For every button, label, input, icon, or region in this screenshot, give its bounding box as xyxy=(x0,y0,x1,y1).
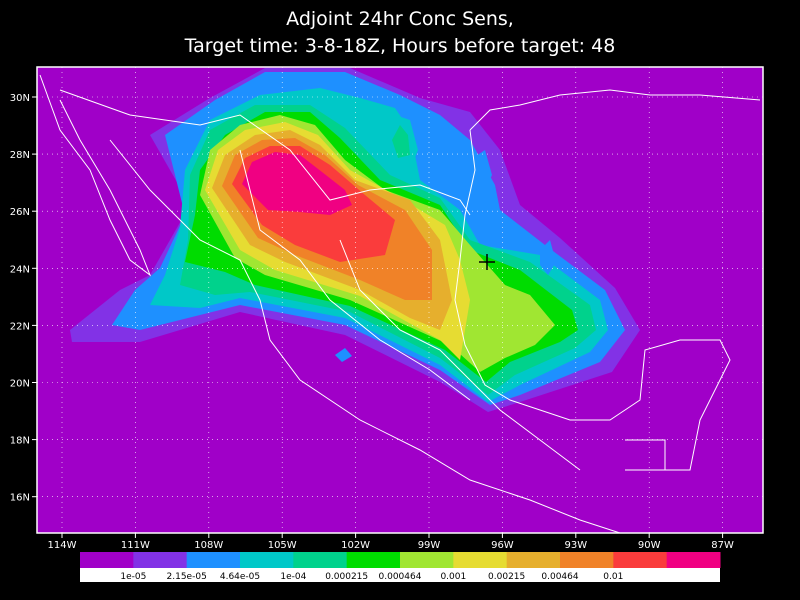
map-area xyxy=(37,67,763,533)
color-swatch xyxy=(560,552,614,568)
border xyxy=(625,439,666,471)
color-swatch xyxy=(453,552,508,568)
color-swatch xyxy=(293,552,348,568)
title-line-1: Adjoint 24hr Conc Sens, xyxy=(286,8,514,30)
contour-fill xyxy=(392,125,410,158)
longitude-label: 111W xyxy=(121,540,150,551)
longitude-label: 105W xyxy=(268,540,297,551)
latitude-label: 30N xyxy=(10,93,30,104)
latitude-label: 24N xyxy=(10,264,30,275)
colorbar-label: 0.000464 xyxy=(379,572,422,582)
latitude-label: 26N xyxy=(10,207,30,218)
colorbar-label: 0.00215 xyxy=(488,572,525,582)
colorbar-label: 1e-04 xyxy=(280,572,306,582)
state-line xyxy=(339,239,581,471)
color-swatch xyxy=(666,552,721,568)
contour-fill xyxy=(540,240,556,275)
latitude-label: 28N xyxy=(10,150,30,161)
gulf-coast xyxy=(454,129,731,471)
colorbar-label: 2.15e-05 xyxy=(167,572,207,582)
colorbar: 1e-05 2.15e-05 4.64e-05 1e-04 0.000215 0.0004… xyxy=(80,552,721,582)
us-gulf-coast xyxy=(469,89,761,131)
color-swatch xyxy=(186,552,241,568)
latitude-label: 16N xyxy=(10,493,30,504)
colorbar-label: 4.64e-05 xyxy=(220,572,260,582)
longitude-label: 99W xyxy=(418,540,441,551)
colorbar-label: 1e-05 xyxy=(120,572,146,582)
label-strip xyxy=(80,568,720,582)
colorbar-label: 0.001 xyxy=(440,572,466,582)
color-swatch xyxy=(133,552,188,568)
title-line-2: Target time: 3-8-18Z, Hours before targe… xyxy=(184,35,616,57)
latitude-label: 20N xyxy=(10,379,30,390)
contour-fill xyxy=(335,348,352,362)
longitude-label: 87W xyxy=(711,540,734,551)
longitude-label: 90W xyxy=(638,540,661,551)
longitude-label: 108W xyxy=(194,540,223,551)
graticule xyxy=(37,67,763,533)
pacific-coast xyxy=(109,139,621,533)
color-swatch xyxy=(400,552,454,568)
longitude-label: 96W xyxy=(491,540,514,551)
longitude-label: 93W xyxy=(564,540,587,551)
baja-coast xyxy=(39,74,152,277)
latitude-label: 22N xyxy=(10,321,30,332)
longitude-label: 102W xyxy=(341,540,370,551)
contour-fill xyxy=(242,152,352,215)
color-swatch xyxy=(346,552,401,568)
color-swatch xyxy=(506,552,561,568)
contour-fill xyxy=(470,150,492,190)
border xyxy=(59,89,471,216)
axis-labels: 114W 111W 108W 105W 102W 99W 96W 93W 90W 87W 30N 28… xyxy=(10,93,734,551)
plot-frame xyxy=(36,66,764,534)
state-line xyxy=(239,149,471,401)
color-swatch xyxy=(240,552,294,568)
latitude-label: 18N xyxy=(10,436,30,447)
target-marker xyxy=(479,254,495,270)
color-swatch xyxy=(613,552,668,568)
longitude-label: 114W xyxy=(48,540,77,551)
colorbar-label: 0.00464 xyxy=(541,572,578,582)
colorbar-label: 0.01 xyxy=(603,572,623,582)
colorbar-label: 0.000215 xyxy=(325,572,368,582)
coastlines xyxy=(39,74,761,533)
color-swatch xyxy=(80,552,134,568)
